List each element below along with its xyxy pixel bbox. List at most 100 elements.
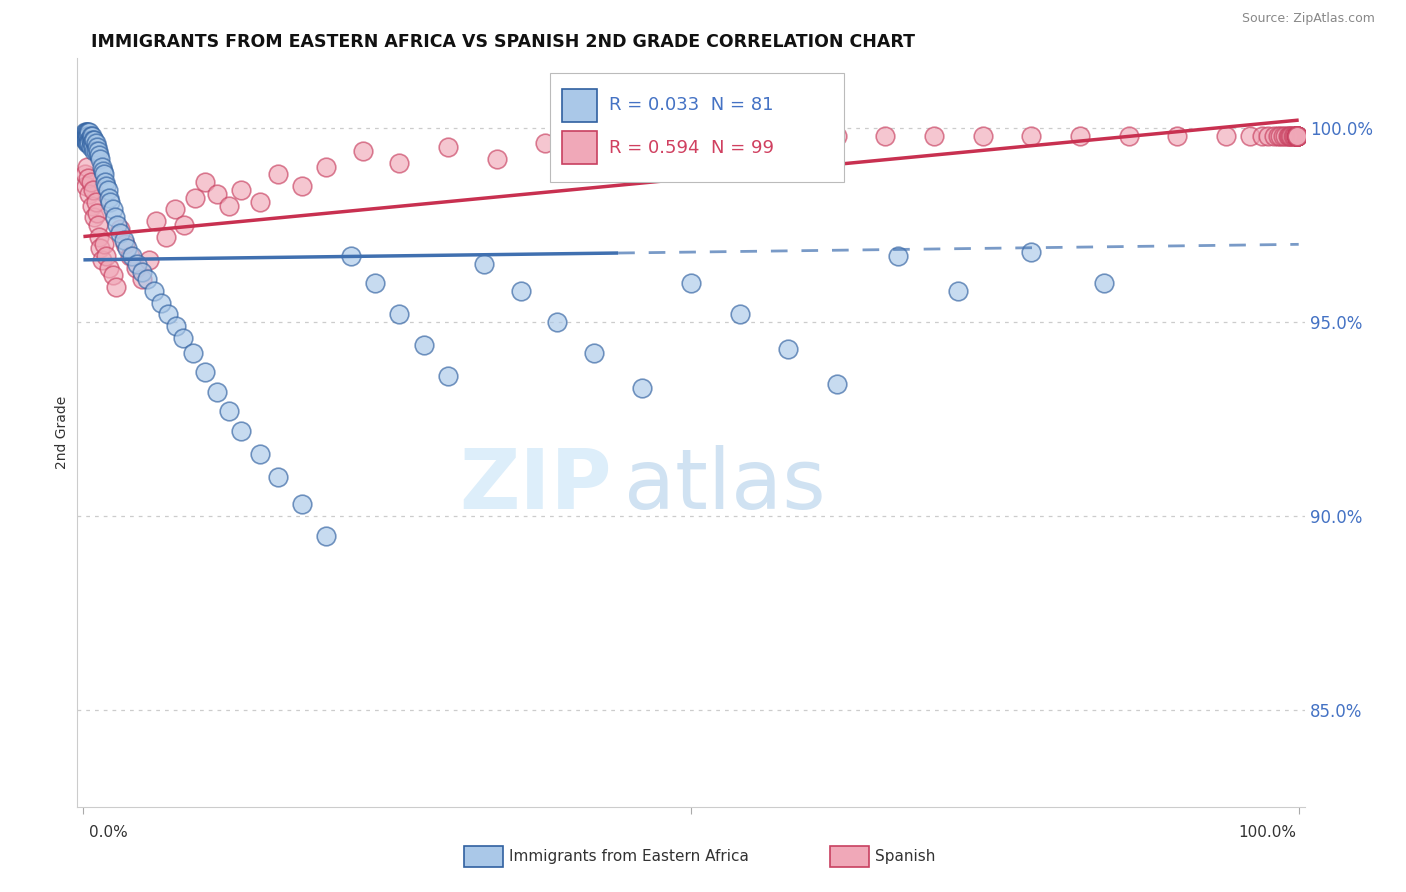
- Point: [1239, 128, 1261, 143]
- Point: [485, 152, 508, 166]
- Point: [75, 132, 97, 146]
- Point: [80, 136, 103, 151]
- Point: [1286, 128, 1309, 143]
- FancyBboxPatch shape: [550, 73, 845, 182]
- Point: [79, 132, 101, 146]
- Point: [91, 163, 114, 178]
- Text: Spanish: Spanish: [875, 849, 935, 863]
- Point: [1286, 128, 1309, 143]
- Point: [80, 175, 103, 189]
- Y-axis label: 2nd Grade: 2nd Grade: [55, 396, 69, 469]
- Point: [101, 202, 124, 217]
- Point: [84, 136, 107, 151]
- Point: [87, 144, 110, 158]
- Point: [79, 186, 101, 201]
- Point: [1286, 128, 1309, 143]
- Point: [101, 268, 124, 283]
- Point: [1286, 128, 1309, 143]
- Point: [105, 280, 128, 294]
- Point: [82, 140, 104, 154]
- Point: [73, 132, 96, 146]
- Point: [76, 125, 98, 139]
- Point: [89, 241, 111, 255]
- Point: [582, 128, 605, 143]
- Point: [1286, 128, 1309, 143]
- Point: [1286, 128, 1309, 143]
- Point: [194, 175, 217, 189]
- Point: [922, 128, 945, 143]
- Point: [83, 132, 105, 146]
- Point: [83, 144, 105, 158]
- Point: [249, 447, 271, 461]
- Point: [77, 128, 100, 143]
- Text: Source: ZipAtlas.com: Source: ZipAtlas.com: [1241, 12, 1375, 25]
- Point: [948, 284, 970, 298]
- Point: [1277, 128, 1299, 143]
- Point: [778, 342, 800, 356]
- Point: [681, 128, 703, 143]
- Point: [115, 241, 138, 255]
- Point: [1286, 128, 1309, 143]
- Point: [315, 160, 337, 174]
- Point: [76, 132, 98, 146]
- Text: ZIP: ZIP: [458, 444, 612, 525]
- Point: [80, 128, 103, 143]
- Point: [1286, 128, 1309, 143]
- Point: [73, 128, 96, 143]
- Point: [77, 171, 100, 186]
- Point: [96, 179, 118, 194]
- Point: [1215, 128, 1237, 143]
- FancyBboxPatch shape: [562, 131, 596, 164]
- Text: R = 0.594  N = 99: R = 0.594 N = 99: [609, 139, 773, 157]
- Point: [291, 498, 314, 512]
- Point: [83, 210, 105, 224]
- Point: [1286, 128, 1309, 143]
- Point: [89, 152, 111, 166]
- Point: [1270, 128, 1292, 143]
- Point: [1271, 128, 1294, 143]
- Point: [77, 125, 100, 139]
- Point: [155, 229, 177, 244]
- Point: [184, 191, 207, 205]
- Point: [142, 284, 165, 298]
- Point: [75, 125, 97, 139]
- Point: [75, 179, 97, 194]
- Point: [534, 136, 557, 151]
- Point: [388, 156, 411, 170]
- Point: [97, 260, 120, 275]
- Point: [172, 330, 194, 344]
- Point: [231, 424, 253, 438]
- Point: [157, 307, 180, 321]
- FancyBboxPatch shape: [562, 88, 596, 121]
- Point: [80, 198, 103, 212]
- Point: [474, 257, 496, 271]
- Point: [1282, 128, 1305, 143]
- Point: [1286, 128, 1309, 143]
- Point: [1286, 128, 1309, 143]
- Point: [108, 222, 131, 236]
- Point: [582, 346, 605, 360]
- Point: [97, 183, 120, 197]
- Point: [875, 128, 897, 143]
- Point: [825, 128, 848, 143]
- Point: [412, 338, 434, 352]
- Point: [104, 210, 127, 224]
- Point: [231, 183, 253, 197]
- Point: [352, 144, 374, 158]
- Point: [1118, 128, 1140, 143]
- Point: [218, 404, 240, 418]
- Point: [135, 272, 157, 286]
- Point: [93, 168, 115, 182]
- Point: [1286, 128, 1309, 143]
- Point: [728, 307, 751, 321]
- Point: [1286, 128, 1309, 143]
- Point: [124, 260, 146, 275]
- Point: [546, 315, 568, 329]
- Point: [267, 168, 290, 182]
- Point: [76, 160, 98, 174]
- Point: [1286, 128, 1309, 143]
- Point: [80, 132, 103, 146]
- Point: [388, 307, 411, 321]
- Text: IMMIGRANTS FROM EASTERN AFRICA VS SPANISH 2ND GRADE CORRELATION CHART: IMMIGRANTS FROM EASTERN AFRICA VS SPANIS…: [91, 33, 915, 51]
- Point: [94, 175, 117, 189]
